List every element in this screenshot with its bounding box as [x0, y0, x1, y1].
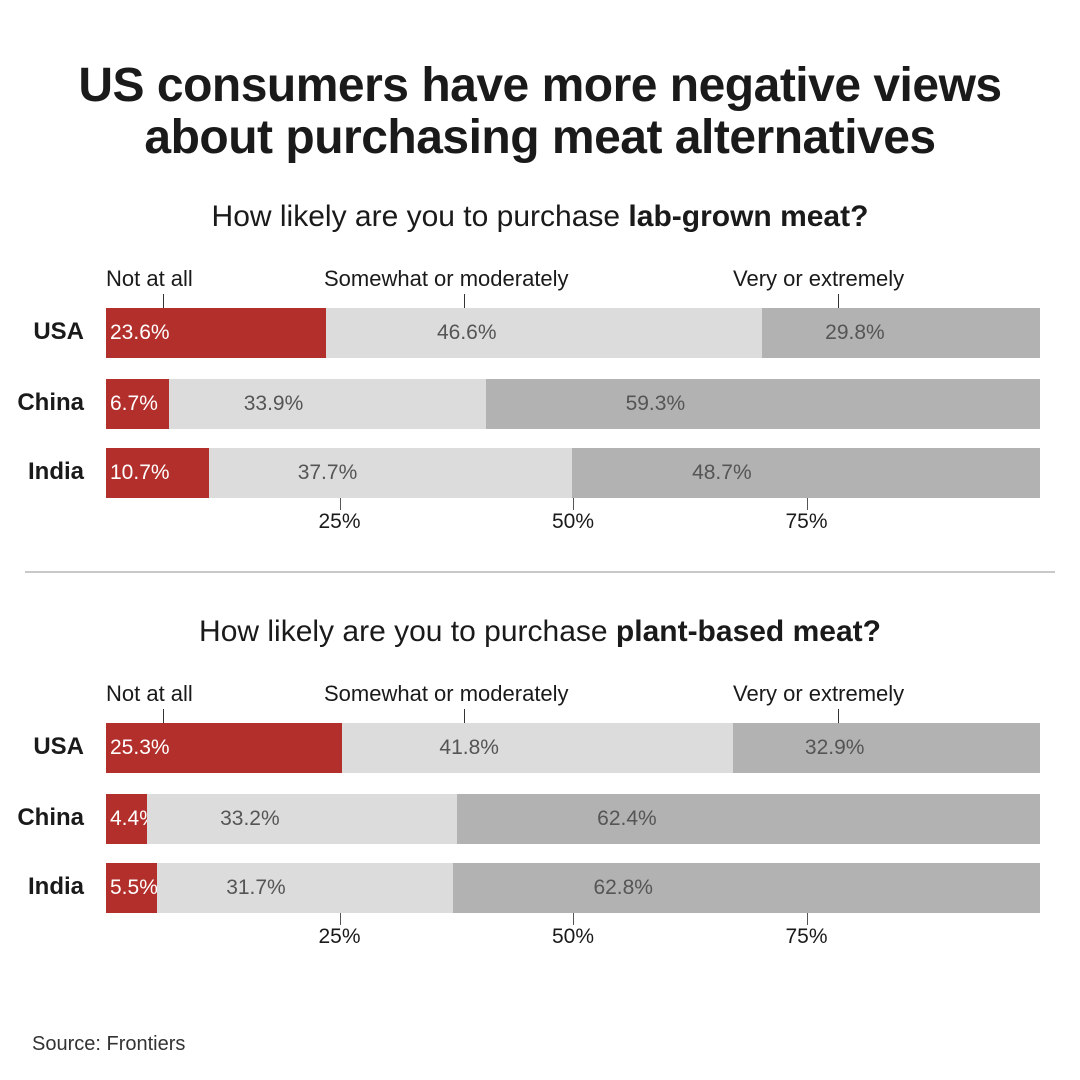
value-label-very: 62.4% — [597, 807, 657, 830]
legend-tick — [163, 294, 164, 308]
bar-segment-somewhat — [208, 448, 572, 498]
row-label-usa: USA — [33, 318, 84, 345]
bar-segment-very — [571, 448, 1040, 498]
question-prefix: How likely are you to purchase — [211, 200, 629, 233]
bar-segment-not-at-all — [106, 379, 169, 429]
value-label-somewhat: 41.8% — [439, 736, 499, 759]
bar-segment-very — [485, 379, 1040, 429]
value-label-somewhat: 33.9% — [243, 392, 304, 415]
legend-tick — [838, 709, 839, 723]
bar-segment-very — [457, 794, 1040, 844]
x-axis-label: 50% — [551, 925, 595, 948]
legend-very: Very or extremely — [733, 266, 905, 291]
x-axis-label: 50% — [551, 510, 595, 533]
x-axis-tick — [806, 913, 808, 925]
value-label-somewhat: 37.7% — [297, 461, 358, 484]
chart-title-line-1: US consumers have more negative views — [78, 59, 1002, 113]
bar-segment-very — [732, 723, 1040, 773]
plant-based-meat-chart: How likely are you to purchase plant-bas… — [0, 605, 1080, 948]
value-label-not-at-all: 10.7% — [110, 461, 170, 484]
row-label-india: India — [27, 873, 84, 900]
value-label-somewhat: 31.7% — [226, 876, 286, 899]
x-axis-label: 75% — [785, 510, 828, 533]
question-prefix: How likely are you to purchase — [199, 615, 616, 648]
x-axis-tick — [339, 498, 341, 510]
value-label-not-at-all: 4.4% — [110, 807, 158, 830]
x-axis-label: 75% — [785, 925, 828, 948]
bar-segment-not-at-all — [106, 794, 148, 844]
lab-grown-meat-chart: How likely are you to purchase lab-grown… — [0, 190, 1080, 533]
legend-tick — [163, 709, 164, 723]
bar-segment-not-at-all — [106, 308, 327, 358]
value-label-not-at-all: 25.3% — [110, 736, 170, 759]
plant-based-question: How likely are you to purchase plant-bas… — [0, 615, 1080, 649]
value-label-somewhat: 33.2% — [220, 807, 280, 830]
bar-segment-somewhat — [168, 379, 486, 429]
value-label-not-at-all: 6.7% — [110, 392, 158, 415]
bar-segment-somewhat — [326, 308, 762, 358]
lab-grown-question: How likely are you to purchase lab-grown… — [0, 200, 1080, 234]
legend-somewhat: Somewhat or moderately — [324, 266, 569, 291]
row-label-usa: USA — [33, 733, 84, 760]
bar-segment-somewhat — [147, 794, 458, 844]
legend-somewhat: Somewhat or moderately — [324, 681, 569, 706]
row-label-china: China — [17, 389, 84, 416]
value-label-very: 59.3% — [625, 392, 686, 415]
source-note: Source: Frontiers — [32, 1033, 186, 1055]
bar-segment-somewhat — [157, 863, 454, 913]
value-label-not-at-all: 5.5% — [110, 876, 158, 899]
question-emphasis: lab-grown meat? — [628, 200, 869, 233]
chart-title: US consumers have more negative views ab… — [0, 60, 1080, 164]
x-axis-tick — [806, 498, 808, 510]
question-emphasis: plant-based meat? — [615, 615, 881, 648]
row-label-india: India — [27, 458, 84, 485]
x-axis-label: 25% — [318, 925, 361, 948]
value-label-very: 29.8% — [825, 321, 885, 344]
value-label-not-at-all: 23.6% — [110, 321, 170, 344]
legend-tick — [464, 709, 465, 723]
chart-title-line-2: about purchasing meat alternatives — [144, 111, 936, 165]
legend-not-at-all: Not at all — [106, 266, 193, 291]
value-label-very: 62.8% — [593, 876, 653, 899]
legend-tick — [464, 294, 465, 308]
value-label-somewhat: 46.6% — [436, 321, 497, 344]
x-axis-label: 25% — [318, 510, 361, 533]
value-label-very: 32.9% — [804, 736, 865, 759]
bar-segment-not-at-all — [106, 448, 209, 498]
bar-segment-not-at-all — [106, 723, 343, 773]
bar-segment-very — [761, 308, 1040, 358]
value-label-very: 48.7% — [692, 461, 752, 484]
legend-tick — [838, 294, 839, 308]
bar-segment-very — [453, 863, 1040, 913]
section-divider — [25, 571, 1055, 573]
bar-segment-not-at-all — [106, 863, 158, 913]
x-axis-tick — [339, 913, 341, 925]
legend-not-at-all: Not at all — [106, 681, 193, 706]
x-axis-tick — [573, 913, 574, 925]
x-axis-tick — [573, 498, 574, 510]
bar-segment-somewhat — [342, 723, 733, 773]
row-label-china: China — [17, 804, 84, 831]
legend-very: Very or extremely — [733, 681, 905, 706]
